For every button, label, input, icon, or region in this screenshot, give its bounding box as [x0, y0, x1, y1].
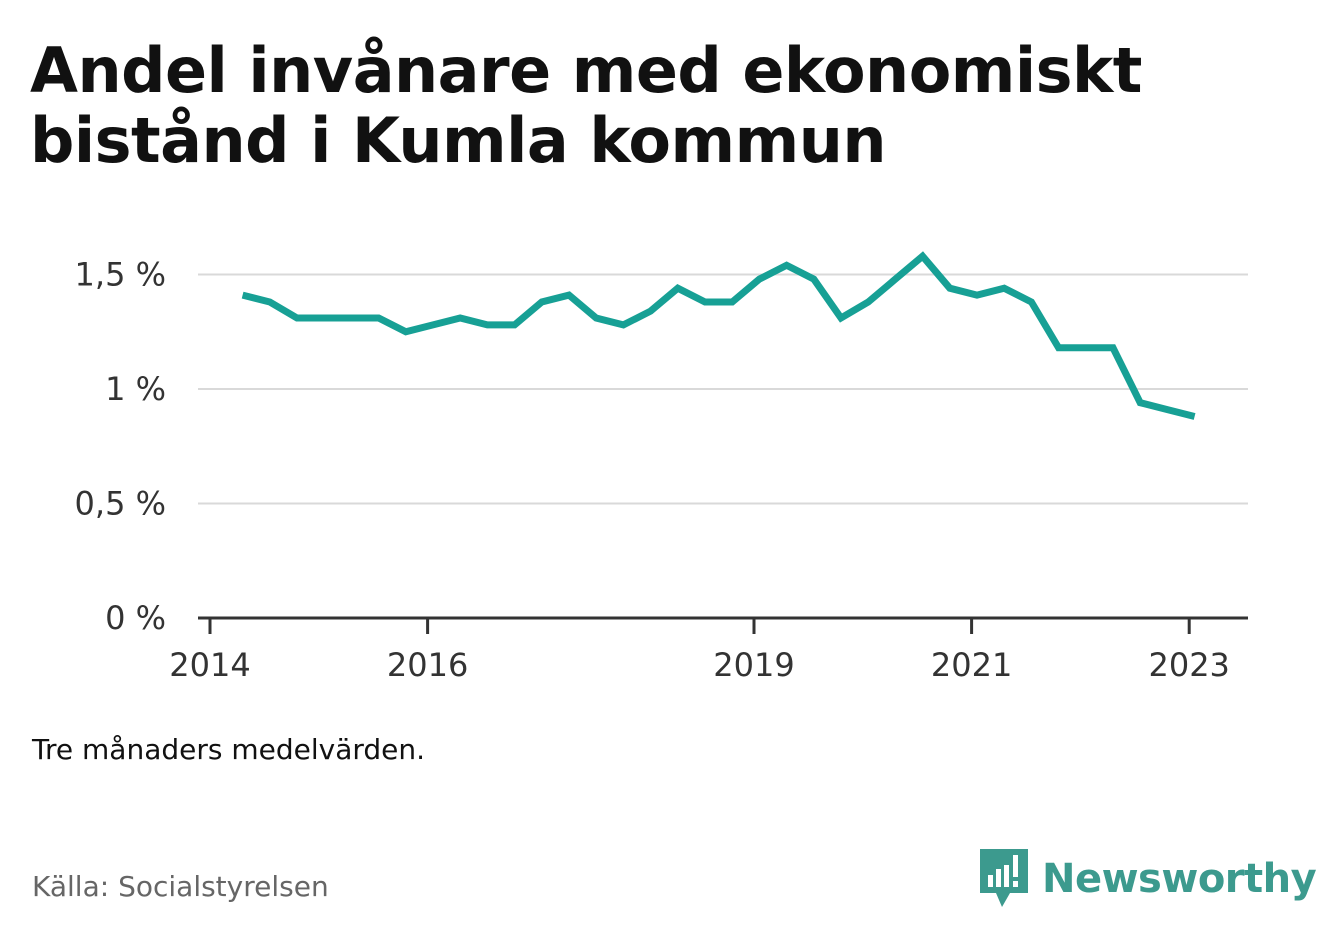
y-tick-label: 1 % [105, 370, 166, 408]
brand-logo[interactable]: Newsworthy [980, 848, 1317, 910]
x-tick-label: 2021 [931, 646, 1012, 684]
x-tick-label: 2023 [1148, 646, 1229, 684]
chart-title: Andel invånare med ekonomiskt bistånd i … [30, 34, 1142, 177]
gridlines [198, 273, 1248, 505]
series-layer [241, 251, 1196, 420]
y-axis-ticks: 0 % 0,5 % 1 % 1,5 % [75, 256, 166, 638]
y-tick-label: 1,5 % [75, 256, 166, 294]
x-tick-label: 2019 [713, 646, 794, 684]
line-chart: 0 % 0,5 % 1 % 1,5 % 2014 2016 2019 2021 2023 [75, 251, 1248, 684]
y-tick-label: 0,5 % [75, 485, 166, 523]
y-tick-label: 0 % [105, 599, 166, 637]
x-tick-label: 2016 [387, 646, 468, 684]
newsworthy-logo-icon [980, 849, 1028, 907]
series-line [241, 251, 1196, 420]
brand-name: Newsworthy [1042, 856, 1317, 902]
source-text: Källa: Socialstyrelsen [32, 870, 329, 903]
x-axis: 2014 2016 2019 2021 2023 [169, 616, 1248, 684]
chart-note: Tre månaders medelvärden. [32, 733, 426, 766]
x-tick-label: 2014 [169, 646, 250, 684]
